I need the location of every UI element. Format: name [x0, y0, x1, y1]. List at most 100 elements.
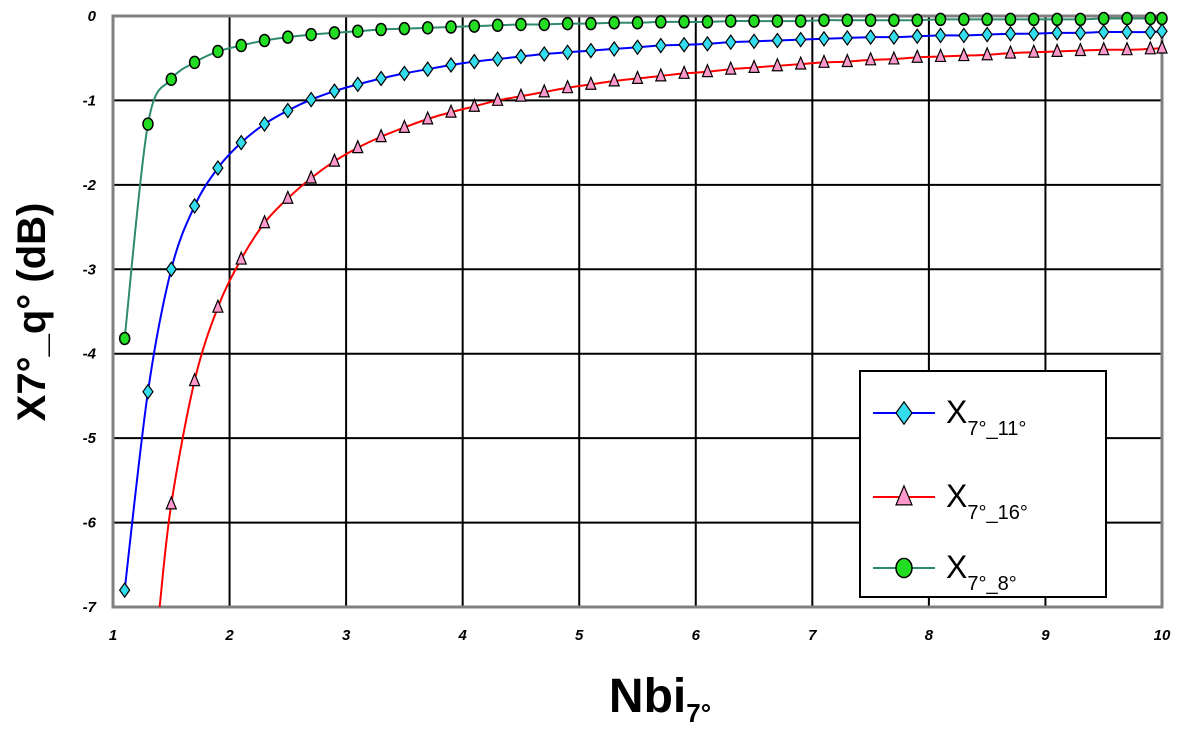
data-point-X_8: [864, 13, 877, 27]
legend-label-main: X: [946, 478, 967, 514]
legend-label-main: X: [946, 549, 967, 585]
data-point-X_8: [841, 13, 854, 27]
data-point-X_16: [794, 55, 807, 70]
data-point-X_11: [1144, 24, 1157, 41]
data-point-X_8: [398, 21, 411, 36]
legend-label-X_11: X7°_11°: [946, 394, 1026, 440]
data-point-X_8: [1097, 11, 1110, 26]
data-point-X_16: [165, 495, 178, 510]
legend-marker-X_11: [895, 400, 913, 426]
x-axis-title-sub: 7°: [686, 698, 711, 728]
data-point-X_11: [515, 48, 527, 65]
series-markers: [118, 11, 1168, 599]
legend-label-sub: 7°_16°: [967, 502, 1028, 524]
x-axis-title: Nbi7°: [609, 670, 711, 728]
data-point-X_16: [421, 110, 434, 125]
data-point-X_16: [491, 91, 504, 106]
data-point-X_16: [934, 47, 947, 63]
data-point-X_11: [701, 35, 714, 52]
data-point-X_8: [235, 38, 247, 53]
y-tick-label: -5: [83, 430, 97, 447]
legend-label-X_16: X7°_16°: [946, 478, 1028, 524]
data-point-X_8: [188, 55, 201, 70]
data-point-X_8: [421, 21, 434, 35]
data-point-X_16: [188, 372, 201, 387]
data-point-X_11: [771, 32, 784, 49]
data-point-X_16: [631, 69, 644, 84]
y-tick-label: -3: [83, 261, 97, 278]
data-point-X_11: [282, 102, 294, 119]
data-point-X_16: [864, 51, 877, 66]
data-point-X_11: [165, 261, 178, 278]
data-point-X_16: [981, 46, 994, 61]
data-point-X_16: [701, 63, 714, 78]
data-point-X_11: [235, 134, 247, 151]
data-point-X_16: [1097, 41, 1110, 56]
data-point-X_16: [1074, 42, 1087, 57]
data-point-X_11: [1004, 25, 1017, 42]
data-point-X_8: [468, 19, 481, 33]
data-point-X_16: [1051, 42, 1064, 57]
x-tick-label: 1: [109, 627, 117, 644]
data-point-X_11: [421, 61, 434, 78]
data-point-X_16: [748, 58, 760, 74]
data-point-X_16: [911, 48, 924, 63]
data-point-X_16: [584, 75, 597, 90]
data-point-X_8: [1004, 12, 1017, 27]
series-line-X_8: [123, 17, 1162, 339]
data-point-X_16: [445, 103, 457, 118]
data-point-X_8: [771, 14, 784, 28]
data-point-X_16: [515, 87, 527, 102]
data-point-X_11: [1156, 23, 1168, 40]
data-point-X_11: [934, 27, 947, 44]
data-point-X_16: [771, 57, 784, 72]
data-point-X_16: [1027, 43, 1040, 58]
x-tick-label: 8: [925, 627, 934, 644]
data-point-X_8: [515, 17, 527, 32]
data-point-X_8: [491, 18, 504, 33]
data-point-X_16: [654, 67, 667, 82]
legend: X7°_11°X7°_16°X7°_8°: [859, 370, 1107, 598]
y-tick-label: -6: [83, 515, 97, 532]
data-point-X_8: [958, 12, 970, 27]
data-point-X_8: [142, 117, 154, 131]
data-point-X_11: [328, 83, 341, 100]
data-point-X_16: [375, 128, 387, 143]
data-point-X_11: [725, 34, 737, 51]
y-tick-label: 0: [88, 8, 97, 25]
data-point-X_16: [468, 97, 481, 112]
data-point-X_8: [701, 15, 714, 29]
data-point-X_8: [818, 13, 830, 27]
x-tick-label: 6: [692, 627, 701, 644]
data-point-X_16: [398, 118, 411, 133]
data-point-X_11: [794, 31, 807, 48]
data-point-X_8: [561, 16, 574, 31]
data-point-X_11: [981, 26, 993, 43]
data-point-X_11: [188, 197, 201, 214]
data-point-X_16: [305, 169, 318, 184]
data-point-X_16: [1004, 44, 1017, 59]
x-axis-title-main: Nbi: [609, 670, 686, 723]
data-point-X_11: [142, 383, 154, 400]
data-point-X_8: [934, 12, 947, 27]
data-point-X_8: [1074, 12, 1087, 27]
data-point-X_11: [561, 44, 574, 61]
data-point-X_16: [538, 83, 551, 98]
data-point-X_8: [165, 72, 178, 87]
data-point-X_11: [888, 29, 900, 46]
data-point-X_16: [724, 60, 737, 75]
y-tick-label: -7: [83, 599, 97, 616]
data-point-X_16: [351, 139, 364, 154]
data-point-X_16: [888, 50, 900, 65]
data-point-X_11: [655, 37, 667, 54]
data-point-X_8: [911, 13, 923, 27]
data-point-X_8: [1121, 11, 1133, 26]
x-tick-label: 9: [1041, 627, 1050, 644]
data-point-X_8: [1156, 11, 1168, 26]
x-tick-label: 7: [808, 627, 817, 644]
x-tick-labels: 1 2 3 4 5 6 7 8 9 10: [109, 627, 1171, 644]
data-point-X_8: [375, 22, 387, 37]
data-point-X_11: [1028, 25, 1040, 42]
data-point-X_8: [1028, 12, 1040, 27]
